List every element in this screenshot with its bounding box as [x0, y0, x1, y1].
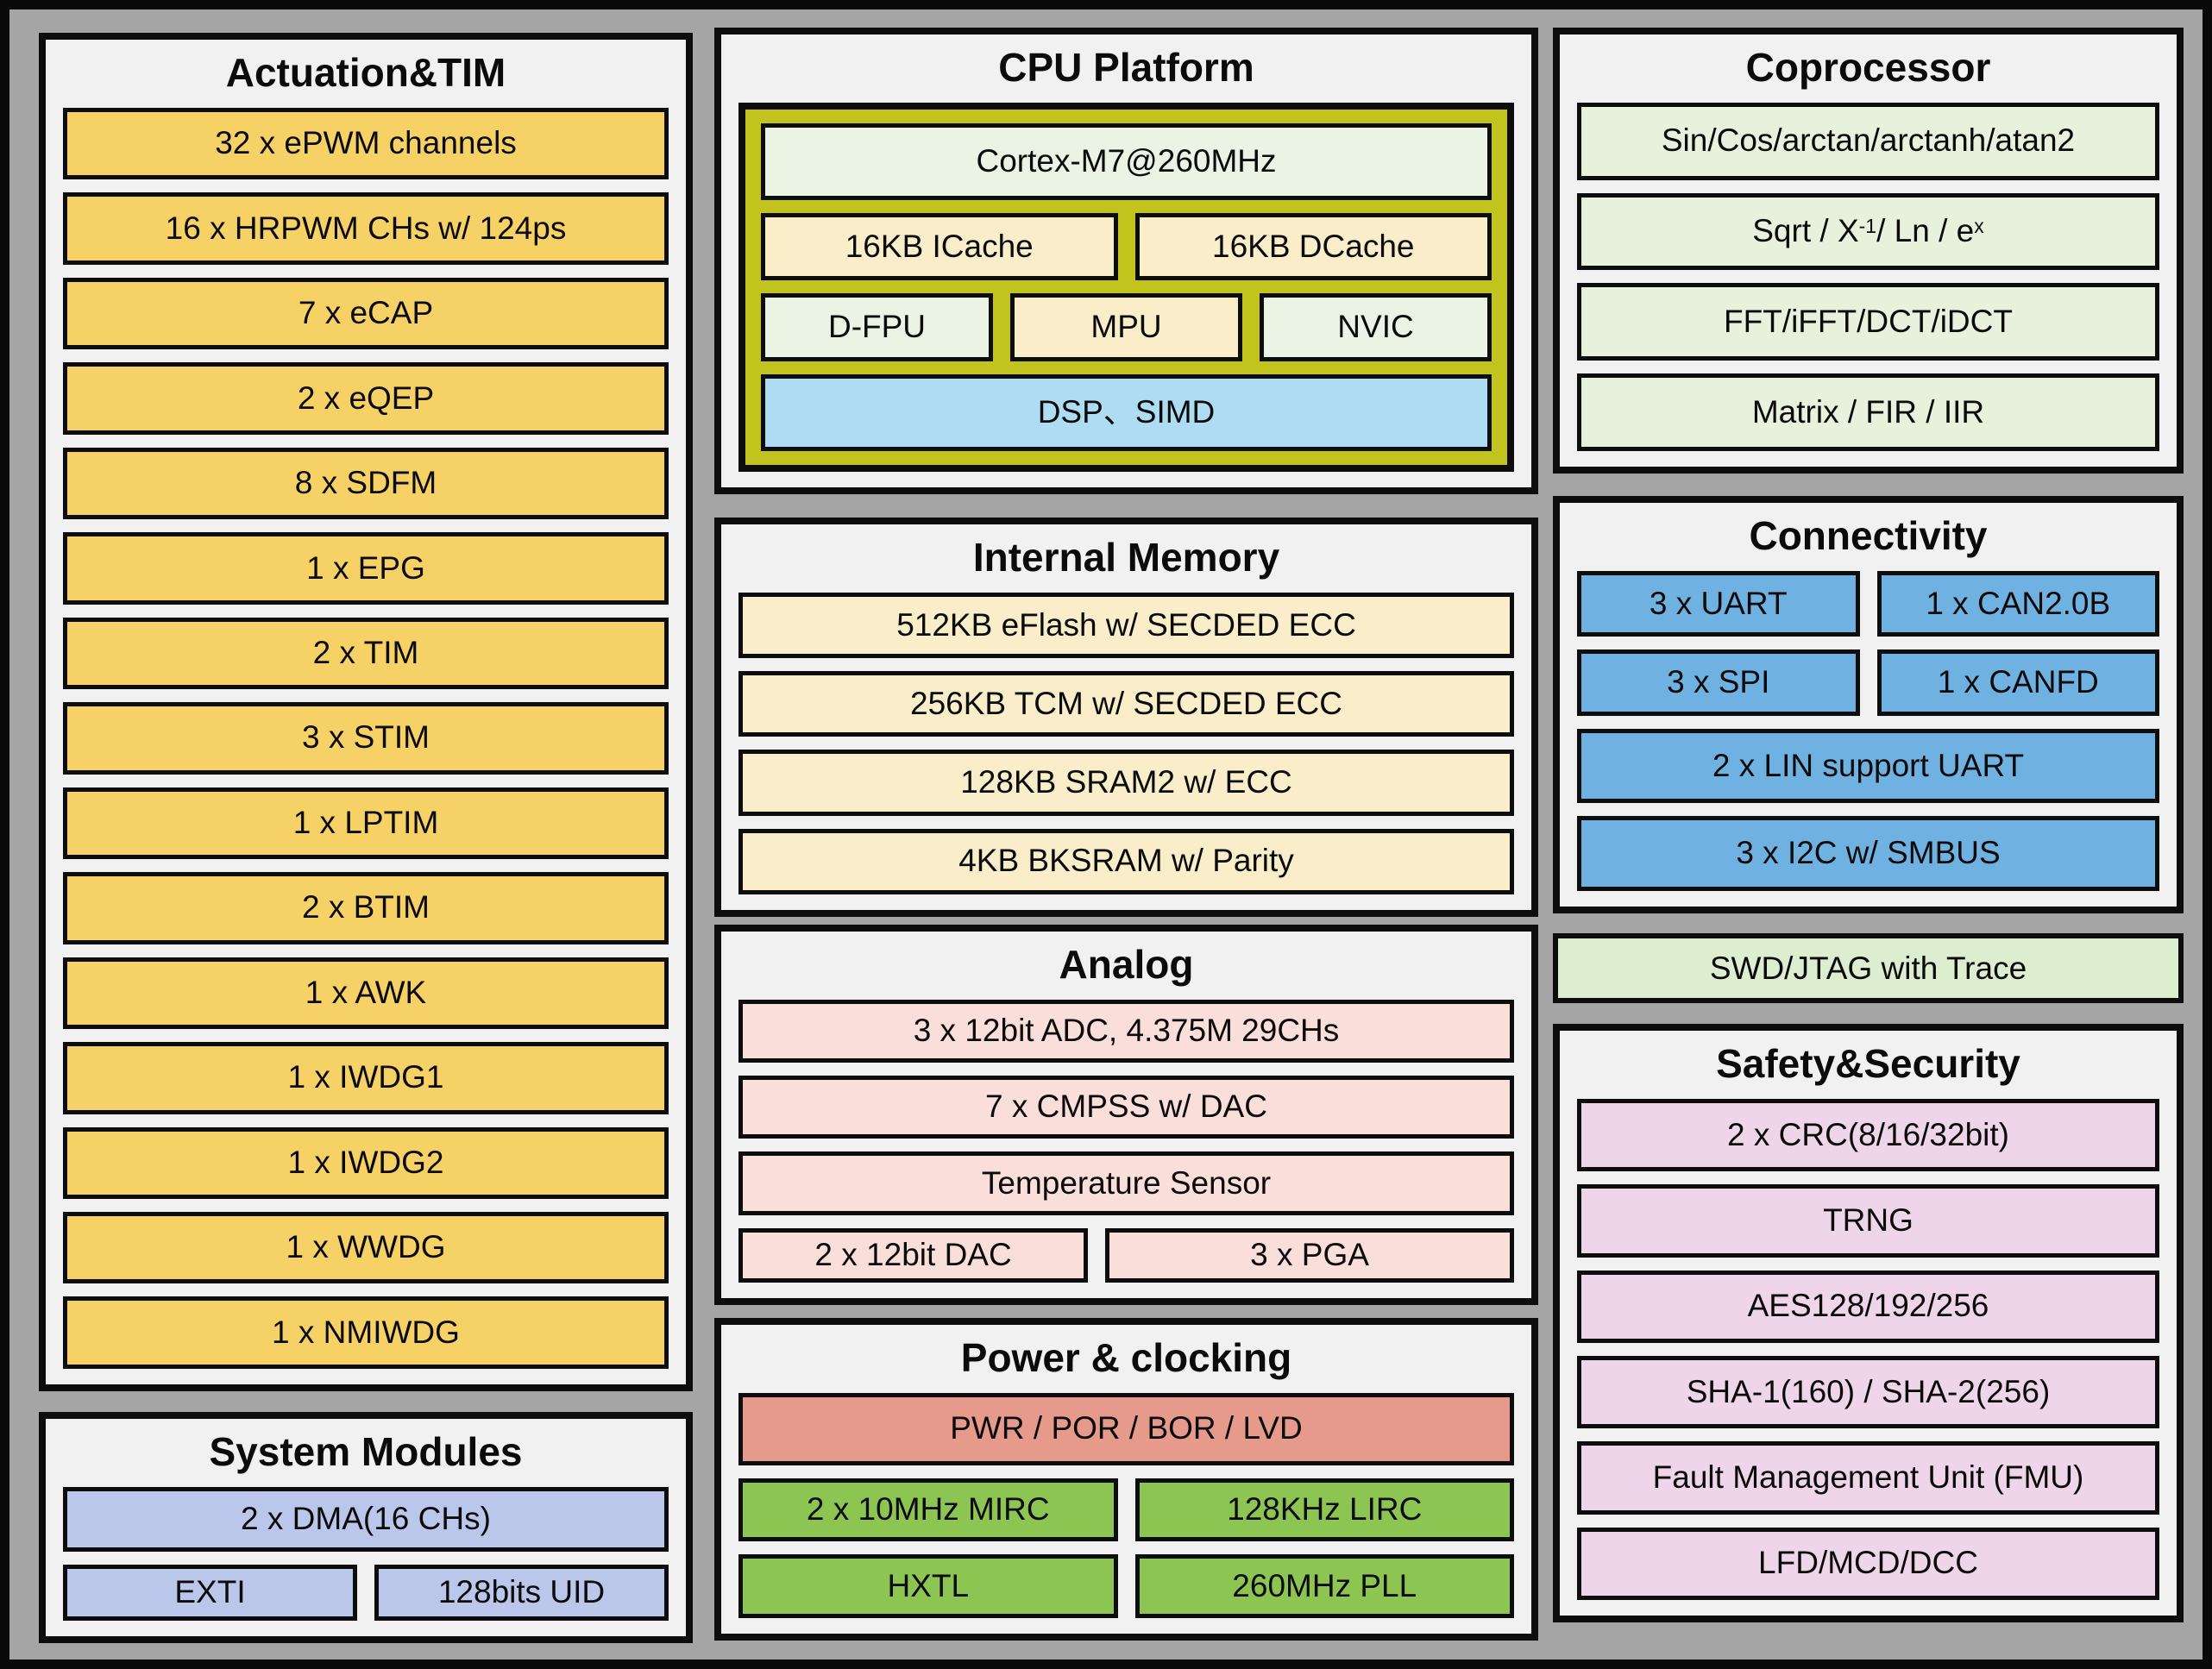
panel-safety-security: Safety&Security 2 x CRC(8/16/32bit) TRNG… — [1553, 1024, 2184, 1622]
system-modules-block-list: 2 x DMA(16 CHs) EXTI 128bits UID — [63, 1486, 669, 1622]
system-modules-title: System Modules — [209, 1429, 523, 1474]
cpu-core-container: Cortex-M7@260MHz 16KB ICache 16KB DCache… — [738, 102, 1514, 472]
block-btim: 2 x BTIM — [63, 872, 669, 944]
analog-dac-pga-row: 2 x 12bit DAC 3 x PGA — [738, 1227, 1514, 1283]
analog-block-list: 3 x 12bit ADC, 4.375M 29CHs 7 x CMPSS w/… — [738, 999, 1514, 1283]
safety-block-list: 2 x CRC(8/16/32bit) TRNG AES128/192/256 … — [1577, 1098, 2159, 1601]
internal-memory-title: Internal Memory — [972, 535, 1280, 580]
coprocessor-block-list: Sin/Cos/arctan/arctanh/atan2 Sqrt / X -1 … — [1577, 102, 2159, 452]
block-dcache: 16KB DCache — [1134, 212, 1492, 281]
sqrt-text: Sqrt / X — [1752, 213, 1859, 249]
block-mpu: MPU — [1010, 293, 1242, 362]
block-nmiwdg: 1 x NMIWDG — [63, 1296, 669, 1369]
panel-cpu-platform: CPU Platform Cortex-M7@260MHz 16KB ICach… — [714, 28, 1538, 494]
cpu-platform-title: CPU Platform — [998, 45, 1254, 90]
block-sram2: 128KB SRAM2 w/ ECC — [738, 750, 1514, 816]
block-epg: 1 x EPG — [63, 532, 669, 605]
block-canfd: 1 x CANFD — [1876, 649, 2159, 716]
connectivity-title: Connectivity — [1749, 513, 1988, 558]
block-adc: 3 x 12bit ADC, 4.375M 29CHs — [738, 999, 1514, 1064]
coprocessor-title: Coprocessor — [1745, 45, 1991, 90]
analog-title: Analog — [1059, 942, 1194, 987]
actuation-title: Actuation&TIM — [225, 50, 506, 95]
block-epwm: 32 x ePWM channels — [63, 107, 669, 180]
panel-connectivity: Connectivity 3 x UART 1 x CAN2.0B 3 x SP… — [1553, 496, 2184, 913]
power-clocking-title: Power & clocking — [960, 1335, 1292, 1380]
block-lfd-mcd-dcc: LFD/MCD/DCC — [1577, 1527, 2159, 1601]
block-i2c: 3 x I2C w/ SMBUS — [1577, 816, 2159, 892]
block-lin: 2 x LIN support UART — [1577, 728, 2159, 804]
block-crc: 2 x CRC(8/16/32bit) — [1577, 1098, 2159, 1172]
block-bksram: 4KB BKSRAM w/ Parity — [738, 828, 1514, 895]
block-swd-jtag: SWD/JTAG with Trace — [1553, 933, 2184, 1003]
panel-analog: Analog 3 x 12bit ADC, 4.375M 29CHs 7 x C… — [714, 925, 1538, 1305]
connectivity-row-1: 3 x UART 1 x CAN2.0B — [1577, 570, 2159, 637]
block-ecap: 7 x eCAP — [63, 277, 669, 350]
panel-internal-memory: Internal Memory 512KB eFlash w/ SECDED E… — [714, 518, 1538, 917]
connectivity-block-list: 3 x UART 1 x CAN2.0B 3 x SPI 1 x CANFD 2… — [1577, 570, 2159, 892]
system-modules-row: EXTI 128bits UID — [63, 1564, 669, 1622]
cpu-unit-row: D-FPU MPU NVIC — [761, 293, 1492, 362]
block-uid: 128bits UID — [374, 1564, 669, 1622]
block-cortex-core: Cortex-M7@260MHz — [761, 122, 1492, 200]
block-hxtl: HXTL — [738, 1554, 1118, 1618]
safety-security-title: Safety&Security — [1716, 1041, 2020, 1086]
block-trng: TRNG — [1577, 1184, 2159, 1258]
block-wwdg: 1 x WWDG — [63, 1211, 669, 1284]
cpu-cache-row: 16KB ICache 16KB DCache — [761, 212, 1492, 281]
panel-system-modules: System Modules 2 x DMA(16 CHs) EXTI 128b… — [39, 1412, 693, 1643]
block-dac: 2 x 12bit DAC — [738, 1227, 1089, 1283]
actuation-block-list: 32 x ePWM channels 16 x HRPWM CHs w/ 124… — [63, 107, 669, 1369]
block-iwdg2: 1 x IWDG2 — [63, 1126, 669, 1199]
power-osc-row: 2 x 10MHz MIRC 128KHz LIRC — [738, 1478, 1514, 1542]
block-exti: EXTI — [63, 1564, 357, 1622]
block-can: 1 x CAN2.0B — [1876, 570, 2159, 637]
block-uart: 3 x UART — [1577, 570, 1860, 637]
block-awk: 1 x AWK — [63, 957, 669, 1030]
connectivity-row-2: 3 x SPI 1 x CANFD — [1577, 649, 2159, 716]
block-trig: Sin/Cos/arctan/arctanh/atan2 — [1577, 102, 2159, 180]
ln-e-text: / Ln / e — [1876, 213, 1975, 249]
block-dsp-simd: DSP、SIMD — [761, 374, 1492, 452]
block-fmu: Fault Management Unit (FMU) — [1577, 1441, 2159, 1515]
block-pwr-por-bor-lvd: PWR / POR / BOR / LVD — [738, 1392, 1514, 1465]
block-stim: 3 x STIM — [63, 702, 669, 775]
block-matrix: Matrix / FIR / IIR — [1577, 373, 2159, 452]
block-spi: 3 x SPI — [1577, 649, 1860, 716]
block-eflash: 512KB eFlash w/ SECDED ECC — [738, 592, 1514, 659]
block-fft: FFT/iFFT/DCT/iDCT — [1577, 283, 2159, 361]
block-dma: 2 x DMA(16 CHs) — [63, 1486, 669, 1552]
block-nvic: NVIC — [1260, 293, 1492, 362]
block-pga: 3 x PGA — [1105, 1227, 1514, 1283]
block-tim: 2 x TIM — [63, 617, 669, 690]
panel-power-clocking: Power & clocking PWR / POR / BOR / LVD 2… — [714, 1318, 1538, 1641]
panel-coprocessor: Coprocessor Sin/Cos/arctan/arctanh/atan2… — [1553, 28, 2184, 474]
block-cmpss: 7 x CMPSS w/ DAC — [738, 1076, 1514, 1139]
block-mirc: 2 x 10MHz MIRC — [738, 1478, 1118, 1542]
block-dfpu: D-FPU — [761, 293, 993, 362]
block-temp-sensor: Temperature Sensor — [738, 1151, 1514, 1215]
memory-block-list: 512KB eFlash w/ SECDED ECC 256KB TCM w/ … — [738, 592, 1514, 895]
block-tcm: 256KB TCM w/ SECDED ECC — [738, 671, 1514, 737]
power-pll-row: HXTL 260MHz PLL — [738, 1554, 1514, 1618]
block-hrpwm: 16 x HRPWM CHs w/ 124ps — [63, 192, 669, 265]
block-iwdg1: 1 x IWDG1 — [63, 1042, 669, 1114]
block-sha: SHA-1(160) / SHA-2(256) — [1577, 1355, 2159, 1429]
block-pll: 260MHz PLL — [1134, 1554, 1514, 1618]
block-sdfm: 8 x SDFM — [63, 447, 669, 520]
block-eqep: 2 x eQEP — [63, 362, 669, 435]
block-lirc: 128KHz LIRC — [1134, 1478, 1514, 1542]
block-lptim: 1 x LPTIM — [63, 787, 669, 860]
power-block-list: PWR / POR / BOR / LVD 2 x 10MHz MIRC 128… — [738, 1392, 1514, 1618]
block-icache: 16KB ICache — [761, 212, 1118, 281]
panel-actuation-tim: Actuation&TIM 32 x ePWM channels 16 x HR… — [39, 33, 693, 1391]
block-aes: AES128/192/256 — [1577, 1270, 2159, 1343]
